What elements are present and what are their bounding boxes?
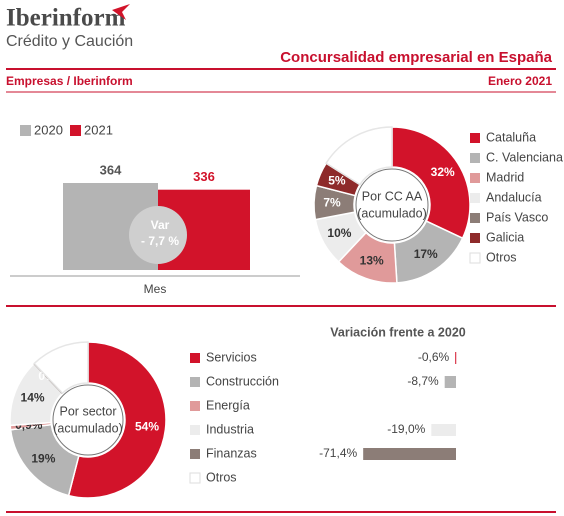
brand: Iberinform [6, 5, 126, 32]
data-label: 10% [327, 226, 351, 240]
donut-center [52, 384, 124, 456]
date: Enero 2021 [488, 74, 552, 88]
data-label: -0,6% [418, 350, 450, 364]
legend-swatch [470, 153, 480, 163]
donut-slice [33, 341, 89, 395]
data-label: 364 [100, 162, 122, 177]
legend-label: Cataluña [486, 130, 536, 144]
chart-title: Variación frente a 2020 [330, 325, 466, 339]
bar [455, 352, 457, 364]
legend-swatch [20, 125, 31, 136]
legend-label: Servicios [206, 350, 257, 364]
data-label: -8,7% [407, 374, 439, 388]
data-label: 5% [328, 173, 346, 187]
annotation: Var [151, 218, 170, 232]
data-label: 32% [431, 165, 455, 179]
page-title: Concursalidad empresarial en España [280, 49, 552, 66]
legend-label: 2021 [84, 122, 113, 137]
legend-swatch [470, 193, 480, 203]
center-label: Por CC AA [362, 189, 423, 203]
source: Empresas / Iberinform [6, 74, 133, 88]
legend-label: Otros [486, 250, 517, 264]
center-label: (acumulado) [53, 421, 122, 435]
legend-label: Energía [206, 398, 250, 412]
bar [431, 424, 456, 436]
legend-swatch [190, 377, 200, 387]
donut-center [355, 168, 429, 242]
x-tick-label: Mes [144, 282, 167, 296]
data-label: 336 [193, 169, 215, 184]
legend-label: C. Valenciana [486, 150, 563, 164]
data-label: 54% [135, 420, 159, 434]
var-badge [129, 206, 187, 264]
legend-swatch [470, 233, 480, 243]
annotation: - 7,7 % [141, 234, 179, 248]
legend-label: Industria [206, 422, 254, 436]
center-label: Por sector [60, 404, 117, 418]
legend-swatch [190, 401, 200, 411]
bar [363, 448, 456, 460]
data-label: 7% [323, 195, 341, 209]
legend-swatch [469, 252, 481, 264]
donut-slice [325, 126, 393, 186]
legend-swatch [189, 472, 201, 484]
legend-label: Madrid [486, 170, 524, 184]
legend-label: Andalucía [486, 190, 542, 204]
data-label: 17% [414, 247, 438, 261]
legend-label: Galicia [486, 230, 524, 244]
legend-label: Construcción [206, 374, 279, 388]
logo-mark [112, 4, 130, 20]
bar [444, 376, 456, 388]
data-label: 13% [360, 254, 384, 268]
legend-swatch [190, 425, 200, 435]
center-label: (acumulado) [357, 206, 426, 220]
data-label: 14% [21, 391, 45, 405]
legend-swatch [190, 449, 200, 459]
legend-swatch [470, 173, 480, 183]
legend-label: País Vasco [486, 210, 548, 224]
legend-swatch [470, 133, 480, 143]
legend-swatch [470, 213, 480, 223]
donut-slice [391, 126, 471, 240]
legend-label: Otros [206, 470, 237, 484]
legend-label: 2020 [34, 122, 63, 137]
data-label: -71,4% [319, 446, 357, 460]
donut-slice [67, 341, 167, 499]
legend-swatch [190, 353, 200, 363]
legend-label: Finanzas [206, 446, 257, 460]
legend-swatch [70, 125, 81, 136]
data-label: -19,0% [387, 422, 425, 436]
data-label: 19% [31, 452, 55, 466]
brand-sub: Crédito y Caución [6, 33, 133, 50]
